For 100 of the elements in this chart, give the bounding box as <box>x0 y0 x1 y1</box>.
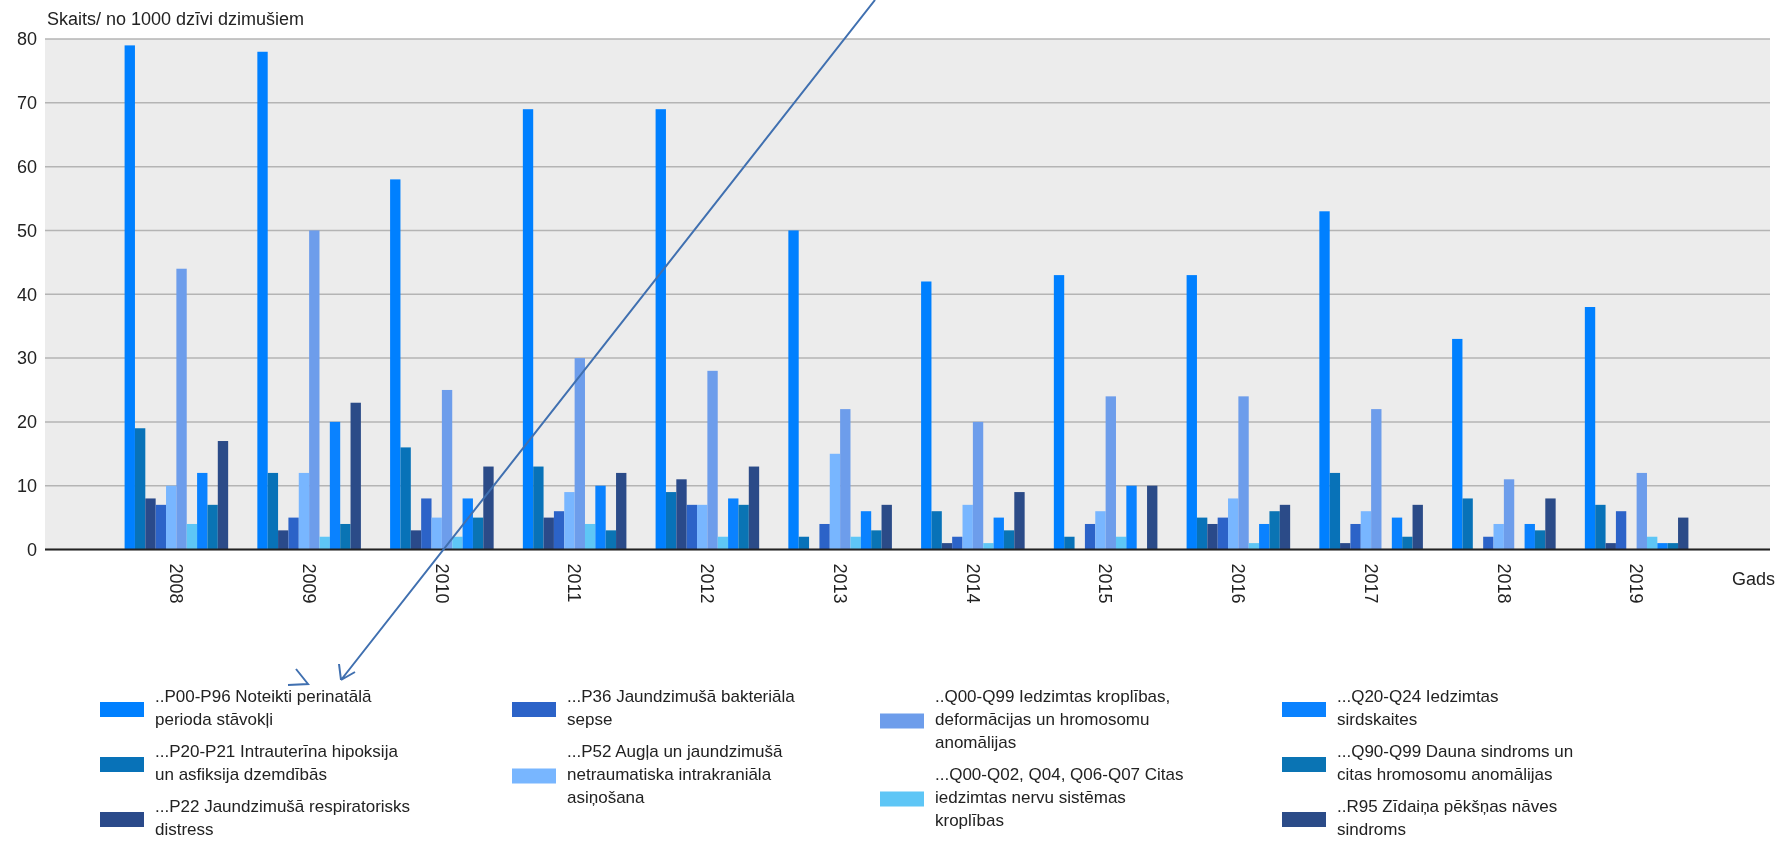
bar <box>1269 511 1280 550</box>
bar <box>257 51 268 550</box>
legend-label: ...Q00-Q02, Q04, Q06-Q07 Citas iedzimtas nervu sistēmas kroplības <box>935 765 1184 830</box>
legend-label: ...Q20-Q24 Iedzimtas sirdskaites <box>1337 687 1499 729</box>
bar <box>533 466 544 550</box>
bar <box>483 466 494 550</box>
bar <box>788 230 799 550</box>
bar <box>921 281 932 550</box>
bar <box>1360 511 1372 550</box>
bar <box>1605 543 1616 550</box>
bar <box>410 530 422 550</box>
bar <box>972 421 984 550</box>
x-axis-title: Gads <box>1731 569 1775 589</box>
bar <box>1014 492 1025 550</box>
bar <box>166 485 177 550</box>
bar <box>1053 275 1065 550</box>
bar <box>340 523 351 550</box>
bar <box>431 517 442 550</box>
bar <box>1402 536 1413 550</box>
bar <box>278 530 289 550</box>
bar <box>707 370 718 550</box>
x-tick-label: 2010 <box>431 563 452 604</box>
bar <box>1279 504 1291 550</box>
bar <box>1238 396 1249 550</box>
x-tick-label: 2009 <box>298 563 319 604</box>
bar <box>329 421 341 550</box>
bar <box>207 504 218 550</box>
bar <box>472 517 484 550</box>
bar <box>441 389 453 550</box>
bar <box>983 543 994 550</box>
bar <box>1196 517 1208 550</box>
bar <box>1524 523 1535 550</box>
bar <box>1095 511 1106 550</box>
bar <box>584 523 596 550</box>
bar <box>1462 498 1473 550</box>
bar <box>840 409 851 550</box>
bar <box>1126 485 1137 550</box>
bar <box>1371 409 1382 550</box>
legend-label: ..P00-P96 Noteikti perinatālā perioda stāvokļi <box>155 687 372 729</box>
bar <box>952 536 963 550</box>
legend-label: ..R95 Zīdaiņa pēkšņas nāves sindroms <box>1337 797 1558 839</box>
bar <box>350 402 361 550</box>
x-tick-label: 2011 <box>564 563 585 603</box>
x-tick-label: 2013 <box>829 563 850 604</box>
x-tick-label: 2019 <box>1626 563 1647 604</box>
bar <box>1228 498 1239 550</box>
bar <box>665 492 677 550</box>
bar <box>738 504 749 550</box>
legend-label: ...P22 Jaundzimušā respiratorisks distress <box>155 797 411 839</box>
bar <box>462 498 473 550</box>
bar <box>452 536 463 550</box>
bar <box>217 441 229 550</box>
bar <box>421 498 432 550</box>
bar <box>697 504 708 550</box>
bar <box>1391 517 1403 550</box>
bar <box>1084 523 1096 550</box>
y-tick-label: 60 <box>16 156 37 177</box>
bar <box>564 492 575 550</box>
bar <box>1207 523 1218 550</box>
bar <box>1115 536 1127 550</box>
bar <box>1493 523 1504 550</box>
bar <box>605 530 617 550</box>
bar <box>728 498 739 550</box>
bar <box>1340 543 1351 550</box>
bar <box>298 472 310 550</box>
bar <box>1105 396 1116 550</box>
bar <box>309 230 320 550</box>
bar <box>1259 523 1270 550</box>
bar <box>1452 338 1463 550</box>
bar <box>1545 498 1556 550</box>
bar <box>717 536 729 550</box>
bar <box>1248 543 1260 550</box>
bar <box>1064 536 1075 550</box>
y-tick-label: 70 <box>16 93 37 114</box>
bar <box>860 511 872 550</box>
bar <box>1615 511 1627 550</box>
bar <box>155 504 167 550</box>
bar <box>748 466 760 550</box>
legend-label: ...P36 Jaundzimušā bakteriāla sepse <box>567 687 796 729</box>
bar <box>1584 307 1596 550</box>
x-tick-label: 2008 <box>166 563 187 604</box>
bar <box>1657 543 1668 550</box>
bar <box>871 530 882 550</box>
bar <box>655 109 666 550</box>
bar <box>1595 504 1606 550</box>
bar <box>798 536 810 550</box>
bar <box>1186 275 1197 550</box>
y-tick-label: 50 <box>16 220 37 241</box>
legend-label: ...P52 Augļa un jaundzimušā netraumatiska intrakraniāla asiņošana <box>567 742 784 807</box>
bar <box>1646 536 1658 550</box>
bar <box>1319 211 1330 550</box>
bar <box>676 479 687 550</box>
y-tick-label: 0 <box>26 539 37 560</box>
bar <box>543 517 554 550</box>
bar <box>319 536 330 550</box>
bar <box>197 472 208 550</box>
bar <box>1667 543 1679 550</box>
bar <box>1217 517 1229 550</box>
x-tick-label: 2016 <box>1228 563 1249 604</box>
bar <box>1636 472 1647 550</box>
